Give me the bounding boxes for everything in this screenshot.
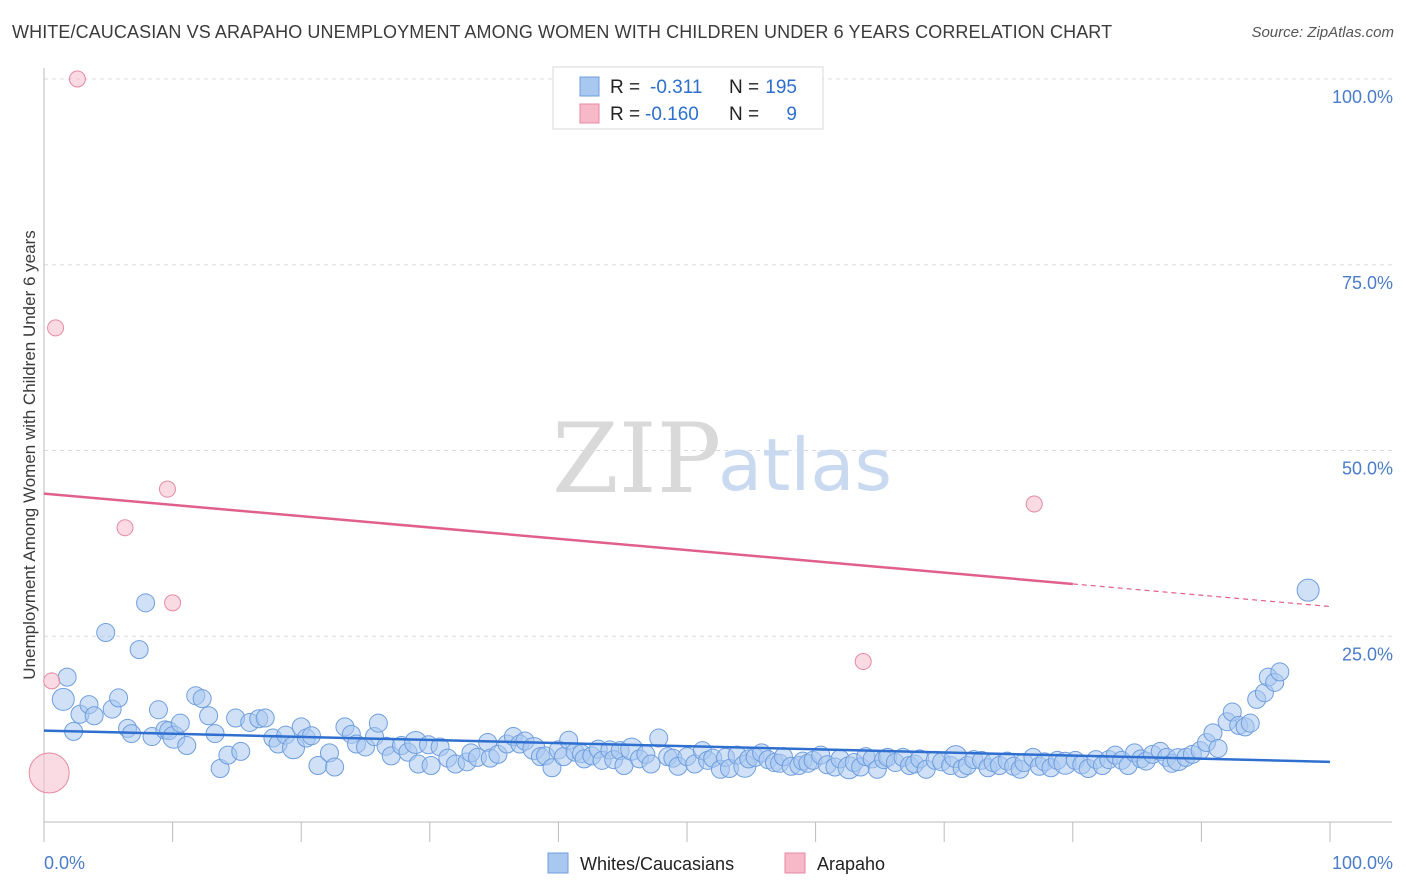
point-arapaho-8 <box>28 752 70 794</box>
trend-lines <box>43 492 1331 764</box>
point-arapaho-1 <box>47 319 65 337</box>
legend-bottom-swatch-whites <box>547 852 569 874</box>
point-arapaho-3 <box>116 519 134 537</box>
point-whites-18 <box>170 713 190 733</box>
point-whites-71 <box>542 758 562 778</box>
legend-top-r-value-2: -0.160 <box>645 104 699 125</box>
axes <box>43 68 1392 842</box>
x-tick-labels: 0.0% 100.0% <box>44 853 1393 873</box>
legend-bottom-swatch-arapaho <box>784 852 806 874</box>
legend-top-n-label-2: N = <box>729 104 759 125</box>
trend-arapaho-dashed <box>1072 583 1331 608</box>
point-whites-1 <box>57 667 77 687</box>
point-whites-89 <box>649 728 669 748</box>
grid <box>44 78 1392 637</box>
watermark-zip: ZIP <box>552 403 721 515</box>
legend-bottom-label-arapaho: Arapaho <box>817 854 885 874</box>
y-tick-labels: 25.0% 50.0% 75.0% 100.0% <box>1332 87 1393 664</box>
point-whites-11 <box>129 640 149 660</box>
source-label: Source: ZipAtlas.com <box>1251 24 1394 41</box>
point-whites-46 <box>368 713 388 733</box>
point-whites-14 <box>148 700 168 720</box>
legend-top: R = -0.311 N = 195 R = -0.160 N = 9 <box>552 66 824 130</box>
legend-top-swatch-pink <box>579 103 600 124</box>
point-whites-176 <box>1208 738 1228 758</box>
point-arapaho-0 <box>68 70 86 88</box>
point-whites-19 <box>177 735 197 755</box>
legend-top-r-label-1: R = <box>610 77 640 98</box>
legend-bottom-label-whites: Whites/Caucasians <box>580 854 734 874</box>
point-whites-5 <box>84 706 104 726</box>
trend-whites <box>43 729 1331 764</box>
point-whites-6 <box>96 623 116 643</box>
point-whites-27 <box>231 741 251 761</box>
point-whites-181 <box>1240 713 1260 733</box>
point-whites-54 <box>421 756 441 776</box>
legend-top-n-label-1: N = <box>729 77 759 98</box>
point-whites-8 <box>109 688 129 708</box>
chart-title: WHITE/CAUCASIAN VS ARAPAHO UNEMPLOYMENT … <box>12 22 1113 42</box>
x-tick-label-1: 100.0% <box>1332 853 1393 873</box>
legend-bottom: Whites/Caucasians Arapaho <box>547 852 885 874</box>
point-whites-30 <box>255 708 275 728</box>
legend-top-n-value-1: 195 <box>765 77 797 98</box>
series-whites-points <box>51 578 1320 780</box>
point-whites-88 <box>641 754 661 774</box>
x-tick-label-0: 0.0% <box>44 853 85 873</box>
point-whites-12 <box>136 593 156 613</box>
point-arapaho-2 <box>158 480 176 498</box>
point-whites-186 <box>1270 662 1290 682</box>
legend-top-swatch-blue <box>579 76 600 97</box>
trend-arapaho-solid <box>43 492 1073 586</box>
point-whites-21 <box>192 689 212 709</box>
y-tick-label-1: 50.0% <box>1342 459 1393 479</box>
point-arapaho-7 <box>1025 495 1043 513</box>
point-whites-0 <box>51 687 75 711</box>
series-arapaho-points <box>28 70 1043 794</box>
legend-top-r-value-1: -0.311 <box>650 77 702 98</box>
legend-top-n-value-2: 9 <box>786 104 797 125</box>
point-arapaho-6 <box>854 653 872 671</box>
y-tick-label-3: 100.0% <box>1332 87 1393 107</box>
watermark-atlas: atlas <box>718 423 892 507</box>
point-whites-22 <box>199 706 219 726</box>
point-whites-40 <box>325 757 345 777</box>
point-arapaho-5 <box>43 672 61 690</box>
point-whites-187 <box>1296 578 1320 602</box>
y-tick-label-2: 75.0% <box>1342 273 1393 293</box>
watermark: ZIP atlas <box>552 403 892 515</box>
legend-top-r-label-2: R = <box>610 104 640 125</box>
y-axis-label: Unemployment Among Women with Children U… <box>20 230 39 679</box>
point-arapaho-4 <box>164 594 182 612</box>
y-tick-label-0: 25.0% <box>1342 644 1393 664</box>
